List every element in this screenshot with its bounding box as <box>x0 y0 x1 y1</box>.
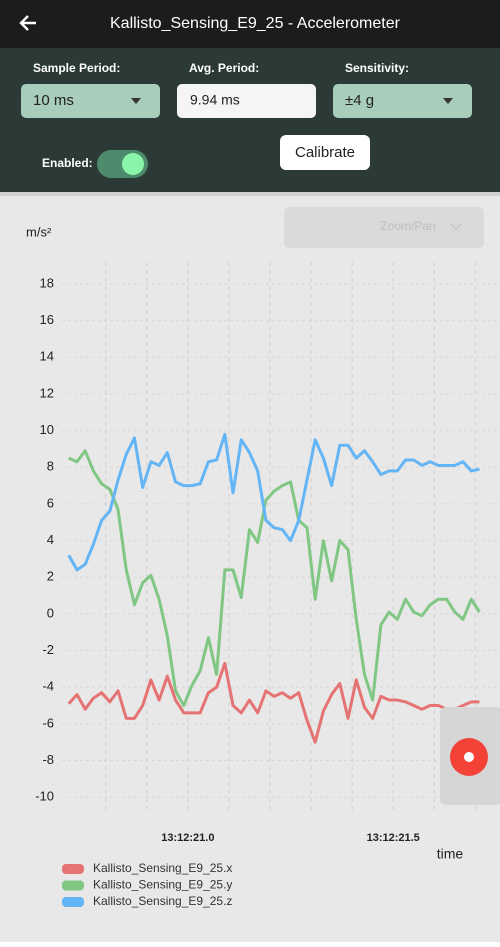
x-tick-label: 13:12:21.5 <box>367 832 420 844</box>
legend-swatch <box>62 880 84 891</box>
button-label: Calibrate <box>295 144 355 161</box>
control-panel <box>0 48 500 192</box>
legend-swatch <box>62 897 84 907</box>
y-tick-label: 10 <box>40 422 54 437</box>
series-line <box>67 661 480 744</box>
plot: -10 -8 -6 -4 -2 0 2 4 6 8 10 12 14 16 18 13:12:21.0 13:1… <box>35 262 500 908</box>
y-tick-label: 14 <box>40 349 54 364</box>
text-field[interactable] <box>177 84 316 118</box>
y-tick-label: 4 <box>47 532 54 547</box>
label: Enabled: <box>42 156 93 170</box>
text-field-value: 9.94 ms <box>190 92 240 108</box>
y-tick-label: 12 <box>40 385 54 400</box>
divider <box>0 192 500 196</box>
y-tick-label: 2 <box>47 569 54 584</box>
toggle[interactable] <box>97 150 148 178</box>
y-tick-label: -8 <box>42 752 54 767</box>
legend-label: Kallisto_Sensing_E9_25.y <box>93 878 232 892</box>
y-tick-label: -4 <box>42 679 54 694</box>
label: Sample Period: <box>33 61 120 75</box>
label: Sensitivity: <box>345 61 409 75</box>
toggle-knob <box>122 153 144 175</box>
dropdown-arrow <box>131 98 141 104</box>
y-tick-label: 6 <box>47 495 54 510</box>
y-tick-label: 18 <box>40 275 54 290</box>
y-tick-label: -2 <box>42 642 54 657</box>
dropdown-value: Zoom/Pan <box>380 219 435 233</box>
y-tick-label: 8 <box>47 459 54 474</box>
zoom-pan-dropdown[interactable] <box>284 207 484 248</box>
y-tick-label: 0 <box>47 605 54 620</box>
x-tick-label: 13:12:21.0 <box>161 832 214 844</box>
calibrate-button[interactable] <box>280 135 370 170</box>
x-axis-label: time <box>437 846 464 862</box>
legend-label: Kallisto_Sensing_E9_25.z <box>93 894 232 908</box>
legend-swatch <box>62 864 84 874</box>
legend-label: Kallisto_Sensing_E9_25.x <box>93 861 232 875</box>
dropdown-arrow <box>443 98 453 104</box>
y-tick-label: -10 <box>35 789 54 804</box>
back-button[interactable] <box>19 15 36 31</box>
record-icon <box>464 752 474 762</box>
y-tick-label: -6 <box>42 715 54 730</box>
dropdown-value: 10 ms <box>33 92 74 109</box>
app-bar <box>0 0 500 48</box>
app-title: Kallisto_Sensing_E9_25 - Accelerometer <box>110 15 401 32</box>
y-axis-label: m/s² <box>26 224 52 239</box>
dropdown[interactable] <box>333 84 472 118</box>
dropdown-arrow <box>450 223 462 230</box>
dropdown[interactable] <box>21 84 160 118</box>
series-line <box>67 432 480 572</box>
label: Avg. Period: <box>189 61 259 75</box>
series-line <box>68 449 481 708</box>
y-tick-label: 16 <box>40 312 54 327</box>
dropdown-value: ±4 g <box>345 92 374 109</box>
